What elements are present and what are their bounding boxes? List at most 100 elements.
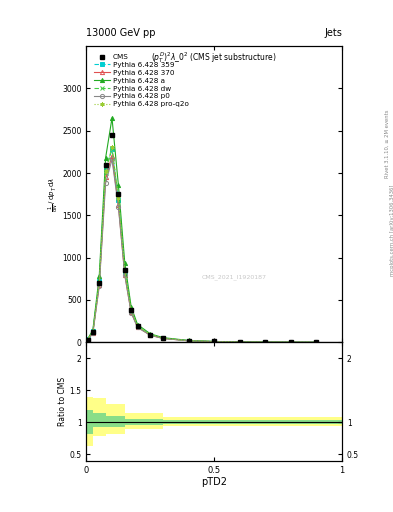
Pythia 6.428 370 — [314, 339, 319, 346]
Pythia 6.428 pro-q2o — [85, 336, 90, 343]
Pythia 6.428 p0 — [288, 339, 293, 345]
CMS — [135, 323, 140, 329]
Pythia 6.428 p0 — [148, 332, 152, 338]
Line: Pythia 6.428 a: Pythia 6.428 a — [86, 116, 318, 345]
Pythia 6.428 359 — [212, 338, 217, 345]
Pythia 6.428 dw — [237, 339, 242, 345]
CMS — [110, 132, 114, 138]
Pythia 6.428 a — [110, 115, 114, 121]
Pythia 6.428 a — [314, 339, 319, 345]
Pythia 6.428 a — [97, 273, 101, 280]
Pythia 6.428 dw — [161, 335, 165, 341]
Pythia 6.428 370 — [90, 330, 95, 336]
Y-axis label: Ratio to CMS: Ratio to CMS — [58, 377, 67, 426]
Pythia 6.428 370 — [129, 309, 134, 315]
Pythia 6.428 p0 — [161, 335, 165, 342]
Pythia 6.428 pro-q2o — [135, 323, 140, 329]
Pythia 6.428 359 — [263, 339, 268, 345]
CMS — [263, 339, 268, 345]
Pythia 6.428 pro-q2o — [288, 339, 293, 345]
Pythia 6.428 370 — [237, 339, 242, 345]
Pythia 6.428 pro-q2o — [263, 339, 268, 345]
Pythia 6.428 pro-q2o — [186, 337, 191, 344]
Pythia 6.428 dw — [212, 338, 217, 345]
Pythia 6.428 359 — [123, 269, 127, 275]
Pythia 6.428 a — [135, 322, 140, 328]
Pythia 6.428 p0 — [129, 310, 134, 316]
Line: Pythia 6.428 p0: Pythia 6.428 p0 — [86, 157, 318, 345]
Pythia 6.428 p0 — [212, 338, 217, 345]
Pythia 6.428 p0 — [237, 339, 242, 345]
Text: CMS_2021_I1920187: CMS_2021_I1920187 — [202, 274, 267, 280]
Pythia 6.428 359 — [237, 339, 242, 345]
Pythia 6.428 359 — [103, 166, 108, 172]
Pythia 6.428 a — [161, 334, 165, 340]
Pythia 6.428 pro-q2o — [161, 335, 165, 341]
Line: CMS: CMS — [86, 133, 318, 344]
Pythia 6.428 a — [212, 338, 217, 345]
Pythia 6.428 370 — [123, 271, 127, 278]
Pythia 6.428 a — [186, 337, 191, 344]
CMS — [85, 337, 90, 343]
Pythia 6.428 359 — [161, 335, 165, 342]
Pythia 6.428 pro-q2o — [116, 195, 121, 201]
Pythia 6.428 p0 — [263, 339, 268, 345]
Line: Pythia 6.428 dw: Pythia 6.428 dw — [86, 145, 318, 345]
Pythia 6.428 359 — [85, 336, 90, 343]
Pythia 6.428 p0 — [123, 272, 127, 279]
CMS — [148, 332, 152, 338]
Line: Pythia 6.428 359: Pythia 6.428 359 — [86, 147, 318, 345]
Pythia 6.428 359 — [90, 328, 95, 334]
Pythia 6.428 dw — [129, 308, 134, 314]
Pythia 6.428 370 — [161, 335, 165, 342]
Pythia 6.428 359 — [148, 332, 152, 338]
CMS — [288, 339, 293, 345]
Pythia 6.428 dw — [110, 144, 114, 151]
Pythia 6.428 a — [116, 182, 121, 188]
CMS — [186, 337, 191, 344]
Pythia 6.428 a — [288, 339, 293, 345]
Pythia 6.428 dw — [85, 336, 90, 343]
Pythia 6.428 pro-q2o — [148, 332, 152, 338]
Pythia 6.428 dw — [186, 337, 191, 344]
Pythia 6.428 pro-q2o — [212, 338, 217, 345]
CMS — [97, 280, 101, 286]
Pythia 6.428 a — [123, 260, 127, 266]
Pythia 6.428 359 — [288, 339, 293, 345]
Pythia 6.428 370 — [85, 337, 90, 343]
Pythia 6.428 a — [90, 327, 95, 333]
Pythia 6.428 359 — [97, 279, 101, 285]
Pythia 6.428 dw — [103, 170, 108, 176]
Pythia 6.428 370 — [135, 324, 140, 330]
Pythia 6.428 a — [85, 336, 90, 342]
Pythia 6.428 dw — [90, 329, 95, 335]
Pythia 6.428 dw — [288, 339, 293, 345]
Pythia 6.428 dw — [97, 280, 101, 286]
Pythia 6.428 370 — [110, 153, 114, 159]
Text: Jets: Jets — [324, 28, 342, 38]
Y-axis label: $\frac{1}{\mathrm{d}N}\,/\,\mathrm{d}p_T\,\mathrm{d}\lambda$: $\frac{1}{\mathrm{d}N}\,/\,\mathrm{d}p_T… — [46, 177, 61, 212]
Pythia 6.428 pro-q2o — [90, 329, 95, 335]
Pythia 6.428 pro-q2o — [103, 168, 108, 175]
Pythia 6.428 359 — [135, 324, 140, 330]
Pythia 6.428 370 — [186, 338, 191, 344]
Pythia 6.428 a — [237, 339, 242, 345]
Pythia 6.428 a — [129, 304, 134, 310]
CMS — [103, 161, 108, 167]
Pythia 6.428 dw — [148, 332, 152, 338]
Pythia 6.428 370 — [263, 339, 268, 345]
Pythia 6.428 359 — [129, 308, 134, 314]
Pythia 6.428 p0 — [110, 157, 114, 163]
Pythia 6.428 359 — [314, 339, 319, 346]
Pythia 6.428 p0 — [97, 283, 101, 289]
Pythia 6.428 pro-q2o — [129, 307, 134, 313]
Pythia 6.428 dw — [263, 339, 268, 345]
CMS — [129, 307, 134, 313]
Line: Pythia 6.428 370: Pythia 6.428 370 — [86, 154, 318, 345]
Pythia 6.428 a — [263, 339, 268, 345]
Pythia 6.428 pro-q2o — [123, 268, 127, 274]
CMS — [123, 267, 127, 273]
Pythia 6.428 pro-q2o — [237, 339, 242, 345]
CMS — [116, 191, 121, 197]
Pythia 6.428 370 — [148, 332, 152, 338]
